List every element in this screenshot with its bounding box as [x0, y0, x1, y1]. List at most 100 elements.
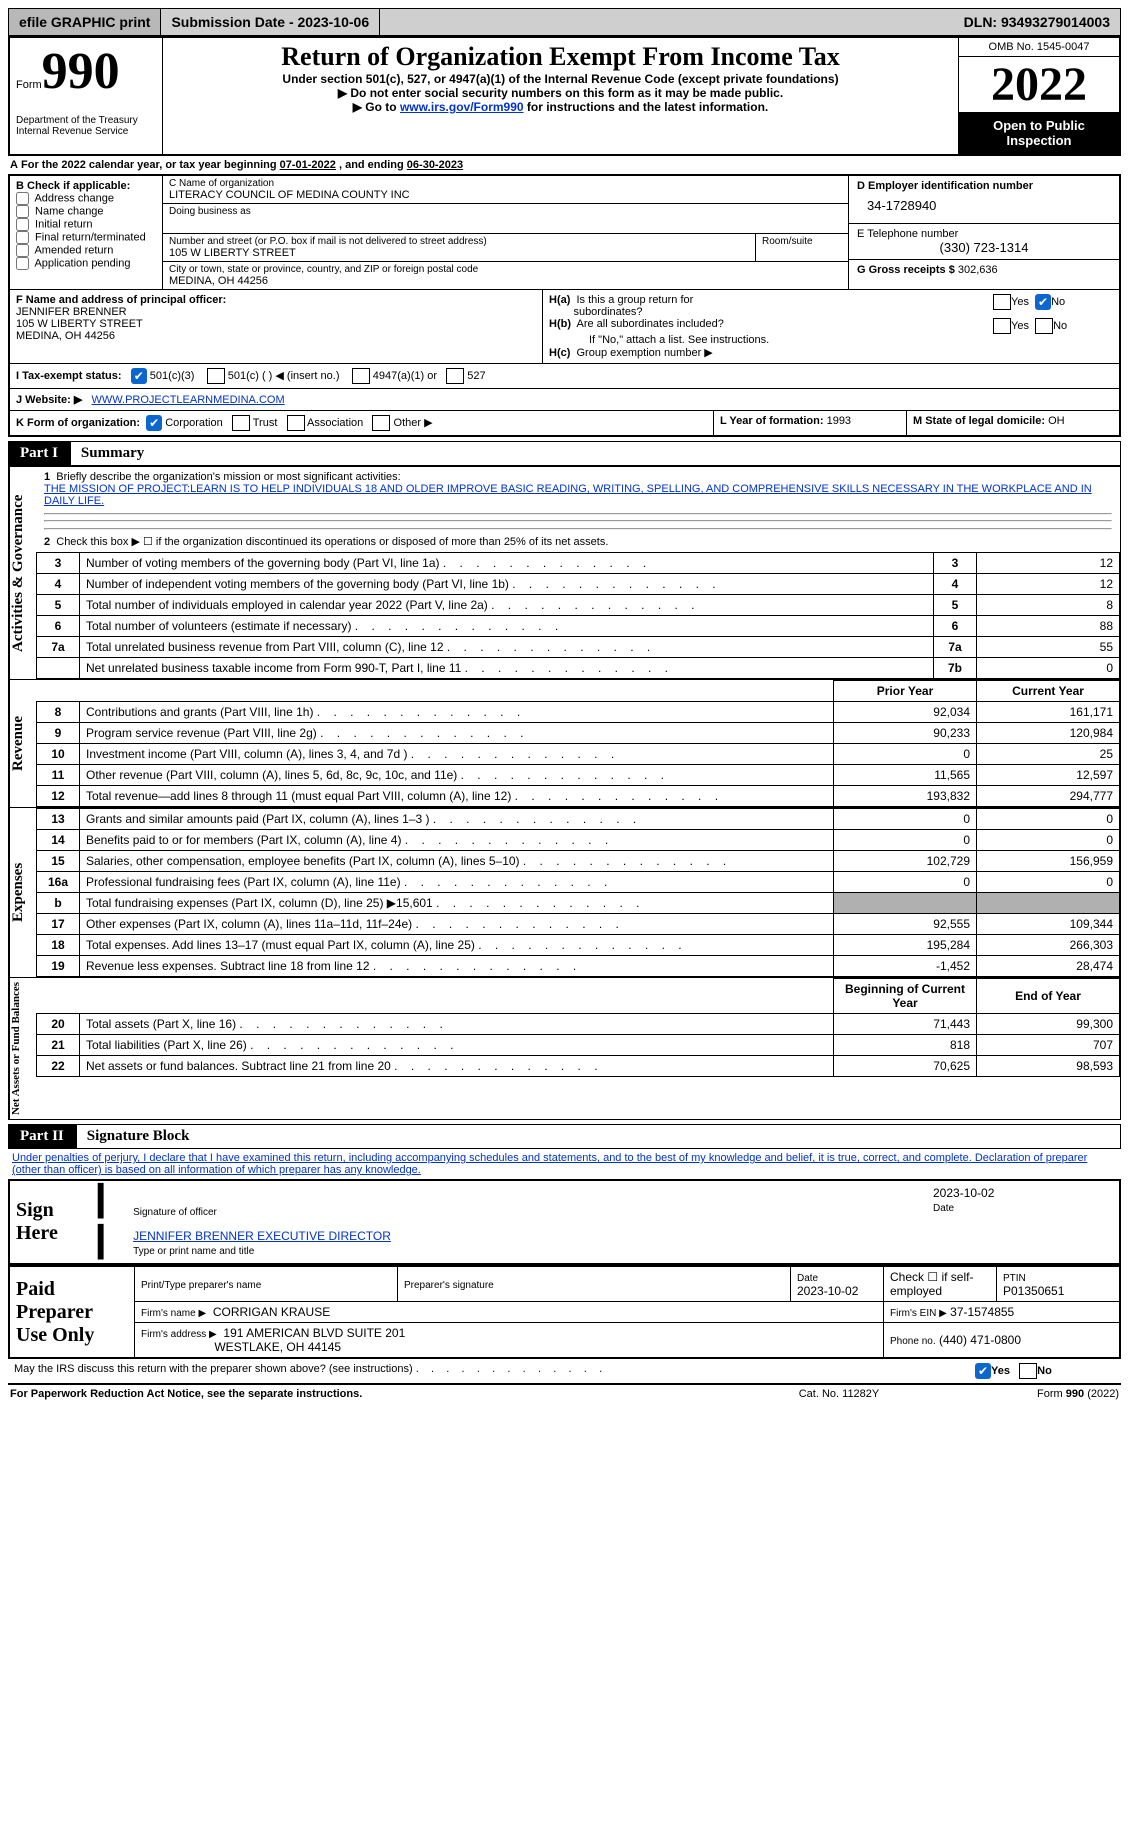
i-501c3-check-icon: ✔ [131, 368, 147, 384]
table-row: 15Salaries, other compensation, employee… [37, 851, 1120, 872]
ha-yes-box[interactable] [993, 294, 1011, 310]
b-checkbox[interactable] [16, 205, 29, 218]
sign-bracket-icon: ▎ [92, 1180, 127, 1222]
k-o2-box[interactable] [232, 415, 250, 431]
vlabel-rev: Revenue [9, 680, 36, 807]
yes-label-2: Yes [1011, 320, 1029, 332]
city-label: City or town, state or province, country… [169, 264, 842, 275]
k-o4-box[interactable] [372, 415, 390, 431]
k-label: K Form of organization: [16, 417, 140, 429]
k-o3-box[interactable] [287, 415, 305, 431]
instructions-link[interactable]: www.irs.gov/Form990 [400, 100, 524, 114]
b-checkbox[interactable] [16, 257, 29, 270]
p-date-label: Date [797, 1273, 818, 1284]
e-phone-label: E Telephone number [857, 228, 1111, 240]
phone-value: (330) 723-1314 [857, 240, 1111, 255]
section-h: H(a) Is this a group return for subordin… [543, 290, 1119, 363]
top-bar: efile GRAPHIC print Submission Date - 20… [8, 8, 1121, 36]
table-netassets: Beginning of Current YearEnd of Year20To… [36, 978, 1120, 1077]
b-checkbox[interactable] [16, 218, 29, 231]
no-label: No [1051, 296, 1065, 308]
no-label-2: No [1053, 320, 1067, 332]
city-state-zip: MEDINA, OH 44256 [169, 275, 842, 287]
perjury-link[interactable]: Under penalties of perjury, I declare th… [12, 1152, 1087, 1176]
table-row: 20Total assets (Part X, line 16)71,44399… [37, 1014, 1120, 1035]
footer-right: Form 990 (2022) [939, 1388, 1119, 1400]
form-number: 990 [42, 43, 120, 100]
d-ein-label: D Employer identification number [857, 180, 1111, 192]
summary-exp: Expenses 13Grants and similar amounts pa… [8, 808, 1121, 978]
table-row: 19Revenue less expenses. Subtract line 1… [37, 956, 1120, 977]
discuss-no-box[interactable] [1019, 1363, 1037, 1379]
vlabel-ag: Activities & Governance [9, 467, 36, 679]
table-row: 12Total revenue—add lines 8 through 11 (… [37, 786, 1120, 807]
efile-print-button[interactable]: efile GRAPHIC print [9, 9, 161, 35]
dln-cell: DLN: 93493279014003 [954, 9, 1120, 35]
table-row: 9Program service revenue (Part VIII, lin… [37, 723, 1120, 744]
gross-receipts-value: 302,636 [958, 264, 998, 276]
period-line: A For the 2022 calendar year, or tax yea… [8, 156, 1121, 174]
room-label: Room/suite [762, 236, 842, 247]
section-l: L Year of formation: 1993 [714, 411, 907, 435]
footer: For Paperwork Reduction Act Notice, see … [8, 1385, 1121, 1403]
firm-phone: (440) 471-0800 [939, 1333, 1021, 1347]
b-intro: B Check if applicable: [16, 180, 156, 192]
table-row: 21Total liabilities (Part X, line 26)818… [37, 1035, 1120, 1056]
summary-rev: Revenue Prior YearCurrent Year8Contribut… [8, 680, 1121, 808]
yes-label: Yes [1011, 296, 1029, 308]
b-option: Address change [16, 192, 156, 205]
subtitle-3-pre: ▶ Go to [353, 100, 400, 114]
table-row: 8Contributions and grants (Part VIII, li… [37, 702, 1120, 723]
p-sig-label: Preparer's signature [404, 1280, 494, 1291]
period-pre: For the 2022 calendar year, or tax year … [21, 159, 280, 171]
state-domicile: OH [1048, 415, 1065, 427]
part-ii-num: Part II [8, 1125, 76, 1148]
table-row: 22Net assets or fund balances. Subtract … [37, 1056, 1120, 1077]
sign-block: Sign Here ▎ Signature of officer 2023-10… [8, 1179, 1121, 1265]
section-b: B Check if applicable: Address change Na… [10, 176, 163, 289]
table-row: bTotal fundraising expenses (Part IX, co… [37, 893, 1120, 914]
ein-value: 34-1728940 [857, 192, 1111, 219]
discuss-yes-check-icon: ✔ [975, 1363, 991, 1379]
vlabel-exp: Expenses [9, 808, 36, 977]
part-i-bar: Part I Summary [8, 441, 1121, 466]
sign-bracket-icon-2: ▎ [92, 1222, 127, 1264]
irs-label: Internal Revenue Service [16, 126, 156, 137]
i-opt3-box[interactable] [352, 368, 370, 384]
website-link[interactable]: WWW.PROJECTLEARNMEDINA.COM [92, 394, 285, 406]
officer-typed-name[interactable]: JENNIFER BRENNER EXECUTIVE DIRECTOR [133, 1229, 391, 1243]
i-opt2-box[interactable] [207, 368, 225, 384]
sig-date: 2023-10-02 [933, 1186, 1113, 1200]
table-row: 3Number of voting members of the governi… [37, 553, 1120, 574]
street-address: 105 W LIBERTY STREET [169, 247, 749, 259]
hb-no-box[interactable] [1035, 318, 1053, 334]
paid-preparer-block: Paid Preparer Use Only Print/Type prepar… [8, 1265, 1121, 1359]
mission-text[interactable]: THE MISSION OF PROJECT:LEARN IS TO HELP … [44, 483, 1092, 507]
b-checkbox[interactable] [16, 192, 29, 205]
summary-net: Net Assets or Fund Balances Beginning of… [8, 978, 1121, 1120]
ptin-value: P01350651 [1003, 1284, 1064, 1298]
k-o4: Other ▶ [394, 417, 433, 429]
table-row: 4Number of independent voting members of… [37, 574, 1120, 595]
year-formation: 1993 [827, 415, 851, 427]
firm-addr2: WESTLAKE, OH 44145 [214, 1340, 341, 1354]
table-row: 16aProfessional fundraising fees (Part I… [37, 872, 1120, 893]
gross-receipts-label: G Gross receipts $ [857, 264, 955, 276]
section-m: M State of legal domicile: OH [907, 411, 1119, 435]
p-date: 2023-10-02 [797, 1284, 858, 1298]
i-opt4-box[interactable] [446, 368, 464, 384]
b-option: Final return/terminated [16, 231, 156, 244]
discuss-no: No [1037, 1365, 1052, 1377]
table-row: 14Benefits paid to or for members (Part … [37, 830, 1120, 851]
firm-name: CORRIGAN KRAUSE [213, 1305, 330, 1319]
firm-addr-label: Firm's address ▶ [141, 1329, 217, 1340]
subtitle-3-post: for instructions and the latest informat… [524, 100, 769, 114]
table-row: 11Other revenue (Part VIII, column (A), … [37, 765, 1120, 786]
hb-yes-box[interactable] [993, 318, 1011, 334]
discuss-row: May the IRS discuss this return with the… [8, 1359, 1121, 1385]
b-checkbox[interactable] [16, 244, 29, 257]
firm-addr1: 191 AMERICAN BLVD SUITE 201 [223, 1326, 405, 1340]
section-j: J Website: ▶ WWW.PROJECTLEARNMEDINA.COM [10, 389, 1119, 410]
b-checkbox[interactable] [16, 231, 29, 244]
table-expenses: 13Grants and similar amounts paid (Part … [36, 808, 1120, 977]
